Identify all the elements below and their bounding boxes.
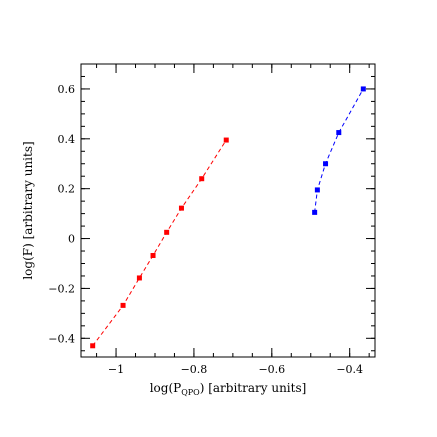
data-point bbox=[136, 275, 142, 281]
data-point bbox=[90, 343, 96, 349]
y-tick-label: 0 bbox=[68, 233, 75, 246]
data-point bbox=[360, 86, 366, 92]
data-point bbox=[199, 176, 205, 182]
y-tick-label: −0.4 bbox=[48, 332, 75, 345]
minor-ticks bbox=[81, 63, 375, 357]
x-axis-title: log(PQPO) [arbitrary units] bbox=[150, 381, 307, 397]
series-layer bbox=[90, 86, 366, 349]
data-point bbox=[178, 205, 184, 211]
x-tick-label: −0.8 bbox=[181, 363, 208, 376]
x-tick-label: −0.6 bbox=[258, 363, 285, 376]
y-axis-title: log(F) [arbitrary units] bbox=[21, 141, 35, 279]
data-point bbox=[150, 253, 156, 259]
data-point bbox=[323, 161, 329, 167]
tick-labels: −1 −0.8 −0.6 −0.4 −0.4 −0.2 0 0.2 0.4 0.6 bbox=[48, 83, 363, 376]
x-axis-title-subscript: QPO bbox=[181, 388, 200, 397]
data-point bbox=[312, 209, 318, 215]
plot-frame bbox=[80, 63, 376, 358]
x-axis-title-main: log(P bbox=[150, 381, 182, 395]
series-0 bbox=[90, 137, 229, 349]
y-tick-label: 0.6 bbox=[58, 83, 76, 96]
data-point bbox=[164, 229, 170, 235]
major-ticks bbox=[81, 64, 375, 357]
series-line bbox=[314, 88, 364, 213]
y-tick-label: 0.4 bbox=[58, 133, 76, 146]
data-point bbox=[314, 187, 320, 193]
x-tick-label: −0.4 bbox=[336, 363, 363, 376]
series-line bbox=[92, 139, 227, 347]
data-point bbox=[120, 302, 126, 308]
y-tick-label: 0.2 bbox=[58, 183, 76, 196]
y-tick-label: −0.2 bbox=[48, 282, 75, 295]
x-tick-label: −1 bbox=[108, 363, 124, 376]
data-point bbox=[223, 137, 229, 143]
x-axis-title-tail: ) [arbitrary units] bbox=[200, 381, 307, 395]
series-1 bbox=[312, 86, 366, 215]
data-point bbox=[336, 130, 342, 136]
